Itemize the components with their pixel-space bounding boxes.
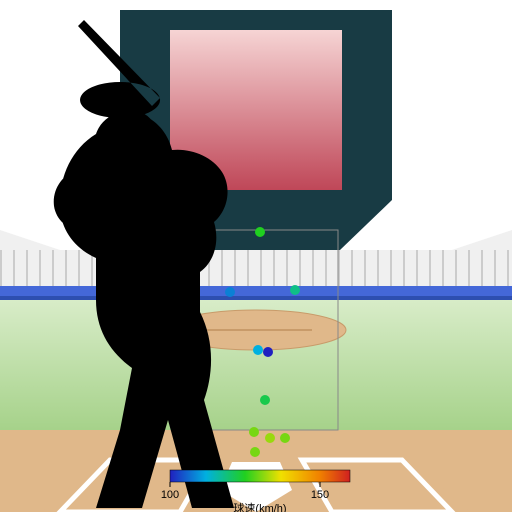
pitch-marker	[253, 345, 263, 355]
chart-svg: 100 150 球速(km/h)	[0, 0, 512, 512]
pitch-marker	[265, 433, 275, 443]
pitch-marker	[290, 285, 300, 295]
pitch-marker	[249, 427, 259, 437]
pitch-marker	[280, 433, 290, 443]
legend-tick: 150	[311, 489, 329, 501]
pitch-marker	[250, 447, 260, 457]
stands	[0, 250, 512, 286]
pitch-marker	[260, 395, 270, 405]
pitch-location-chart: 100 150 球速(km/h)	[0, 0, 512, 512]
pitch-marker	[225, 287, 235, 297]
legend-tick: 100	[161, 489, 179, 501]
pitch-marker	[263, 347, 273, 357]
legend-colorbar	[170, 470, 350, 482]
legend-label: 球速(km/h)	[233, 501, 286, 512]
pitch-marker	[255, 227, 265, 237]
